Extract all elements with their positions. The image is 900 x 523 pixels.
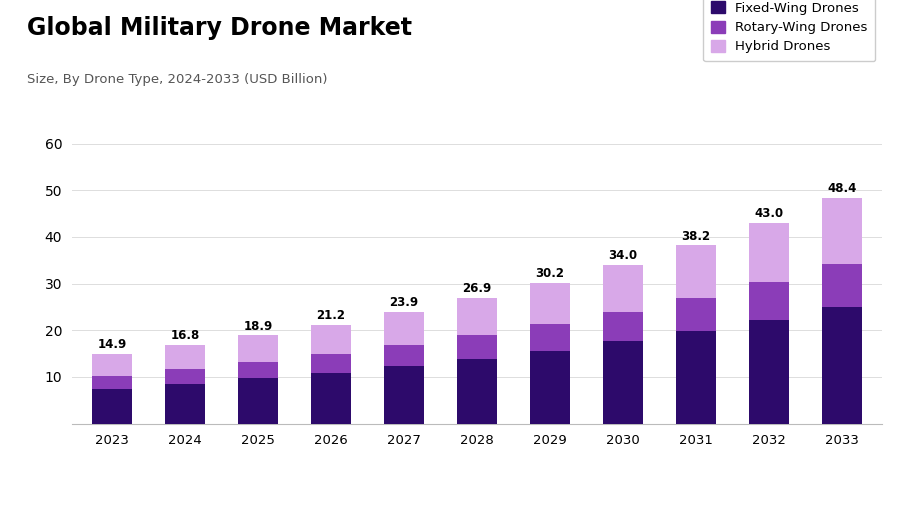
Bar [92,389,132,424]
Bar [603,312,643,342]
Bar [603,265,643,312]
Text: 43.0: 43.0 [754,207,784,220]
Bar [165,369,205,384]
Bar [92,354,132,376]
Text: 18.9: 18.9 [244,320,273,333]
Bar [384,312,424,345]
Text: 34.0: 34.0 [608,249,637,262]
Legend: Fixed-Wing Drones, Rotary-Wing Drones, Hybrid Drones: Fixed-Wing Drones, Rotary-Wing Drones, H… [704,0,876,61]
Bar [530,283,570,324]
Text: 48.4: 48.4 [827,182,857,195]
Bar [165,345,205,369]
Bar [822,265,862,307]
Bar [238,378,278,424]
Bar [238,361,278,378]
Text: 21.2: 21.2 [317,309,346,322]
Text: Size, By Drone Type, 2024-2033 (USD Billion): Size, By Drone Type, 2024-2033 (USD Bill… [27,73,328,86]
Text: 26.9: 26.9 [463,282,491,295]
Text: 16.8: 16.8 [170,329,200,343]
Text: 23.9: 23.9 [390,297,418,309]
Bar [384,366,424,424]
Text: ONE STOP SHOP FOR THE REPORTS: ONE STOP SHOP FOR THE REPORTS [724,489,835,494]
Bar [311,325,351,354]
Bar [457,335,497,359]
Bar [603,342,643,424]
Bar [457,359,497,424]
Bar [749,223,789,282]
Bar [311,354,351,373]
Bar [822,198,862,265]
Bar [384,345,424,366]
Text: market.us: market.us [724,466,811,481]
Bar [676,331,716,424]
Bar [165,384,205,424]
Bar [530,324,570,351]
Text: 14.9: 14.9 [97,338,127,351]
Bar [749,282,789,320]
Text: ~: ~ [698,469,716,488]
Bar [530,351,570,424]
Bar [92,376,132,389]
Bar [457,298,497,335]
Bar [676,298,716,331]
Text: 30.2: 30.2 [536,267,564,280]
Bar [749,320,789,424]
Bar [676,245,716,298]
Text: The Market will Grow
At the CAGR of:: The Market will Grow At the CAGR of: [22,463,164,494]
Text: Global Military Drone Market: Global Military Drone Market [27,16,412,40]
Bar [238,335,278,361]
Text: $48.4B: $48.4B [531,464,640,493]
Bar [311,373,351,424]
Text: The Forecasted Market
Size for 2033 in USD:: The Forecasted Market Size for 2033 in U… [328,463,482,494]
Text: 38.2: 38.2 [681,230,710,243]
Bar [822,307,862,424]
Text: 12.5%: 12.5% [202,464,299,493]
